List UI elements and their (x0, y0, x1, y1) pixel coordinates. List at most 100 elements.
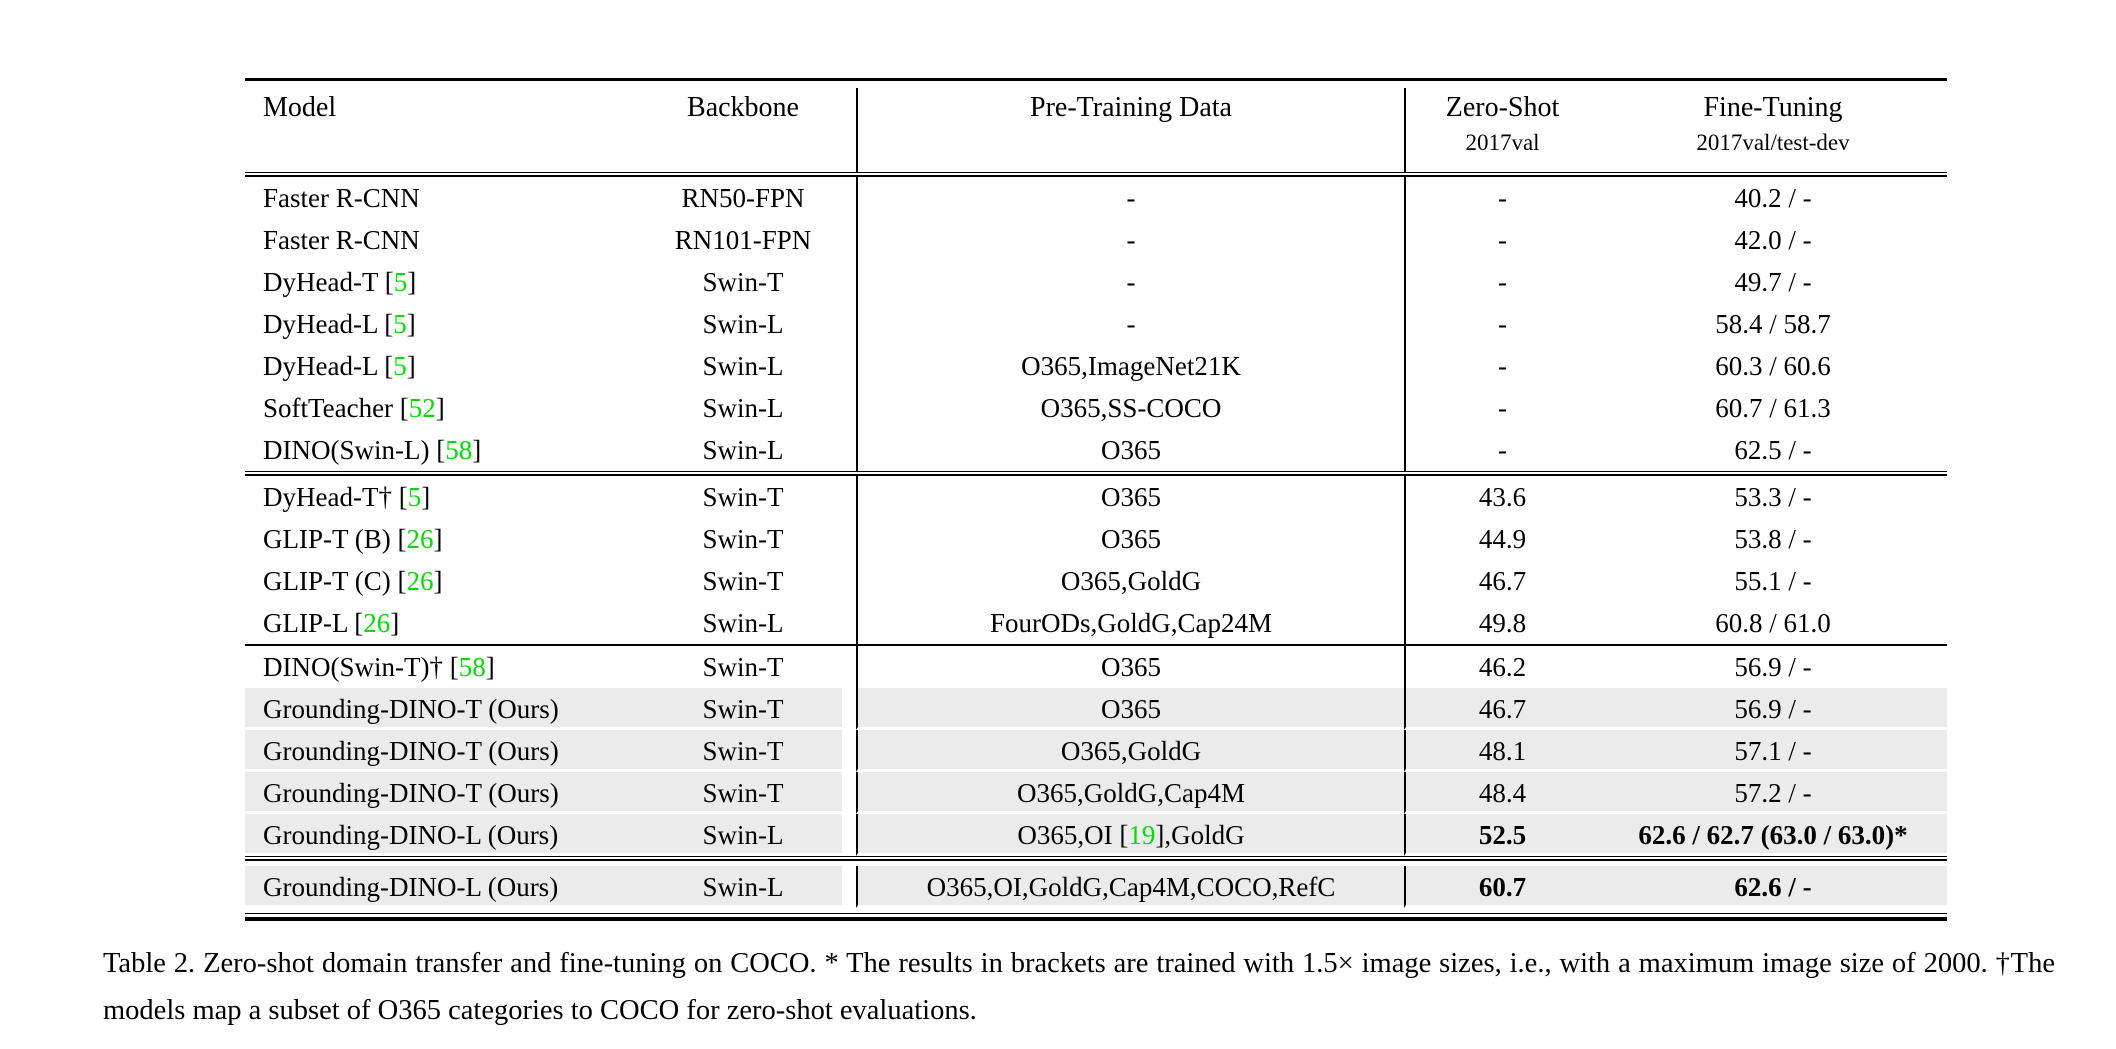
model-cell: Grounding-DINO-T (Ours) (245, 772, 630, 814)
pretraining-data-cell: - (856, 219, 1404, 261)
model-cell: Grounding-DINO-L (Ours) (245, 866, 630, 908)
model-cell: SoftTeacher [52] (245, 387, 630, 429)
pretraining-data-text: O365,OI,GoldG,Cap4M,COCO,RefC (926, 872, 1336, 902)
model-name: Grounding-DINO-T (Ours) (263, 778, 559, 808)
pretraining-data-cell: O365,GoldG (856, 560, 1404, 602)
model-name: GLIP-T (C) [ (263, 566, 407, 596)
zero-shot-value: - (1404, 219, 1599, 261)
pretraining-data-cell: O365,ImageNet21K (856, 345, 1404, 387)
model-cell: DyHead-L [5] (245, 345, 630, 387)
column-header-model: Model (245, 88, 630, 172)
citation-number: 52 (408, 393, 436, 423)
fine-tuning-value: 58.4 / 58.7 (1715, 309, 1831, 339)
backbone-cell: Swin-T (702, 652, 784, 682)
model-cell: GLIP-L [26] (245, 602, 630, 644)
model-cell: GLIP-T (C) [26] (245, 560, 630, 602)
citation-number: 26 (406, 566, 434, 596)
backbone-cell: Swin-L (702, 351, 784, 381)
pretraining-data-text: FourODs,GoldG,Cap24M (989, 608, 1272, 638)
pretraining-data-cell: O365,GoldG,Cap4M (856, 772, 1404, 814)
zero-shot-value: - (1404, 177, 1599, 219)
table-row: Faster R-CNN RN50-FPN - - 40.2 / - (245, 177, 1947, 219)
model-cell: Grounding-DINO-L (Ours) (245, 814, 630, 856)
pretraining-data-text: O365,SS-COCO (1040, 393, 1222, 423)
zero-shot-value: 46.7 (1404, 688, 1599, 730)
table-top-rule (245, 78, 1947, 81)
citation-number: 5 (393, 351, 407, 381)
table-caption: Table 2. Zero-shot domain transfer and f… (103, 948, 2055, 1026)
fine-tuning-value: 60.7 / 61.3 (1715, 393, 1831, 423)
table-row: DyHead-T† [5] Swin-T O365 43.6 53.3 / - (245, 476, 1947, 518)
table-row: Grounding-DINO-T (Ours) Swin-T O365 46.7… (245, 688, 1947, 730)
backbone-cell: Swin-T (702, 482, 784, 512)
pretraining-data-text: O365 (1101, 524, 1161, 554)
backbone-cell: Swin-L (702, 393, 784, 423)
table-row: Grounding-DINO-L (Ours) Swin-L O365,OI [… (245, 814, 1947, 856)
zero-shot-label: Zero-Shot (1445, 92, 1560, 123)
backbone-cell: Swin-L (702, 309, 784, 339)
citation-number: 58 (458, 652, 486, 682)
column-header-fine-tuning: Fine-Tuning 2017val/test-dev (1599, 88, 1947, 172)
table-row: DINO(Swin-T)† [58] Swin-T O365 46.2 56.9… (245, 646, 1947, 688)
backbone-cell: Swin-L (630, 814, 856, 856)
citation-close-bracket: ] (421, 482, 431, 512)
model-cell: Grounding-DINO-T (Ours) (245, 688, 630, 730)
model-cell: DINO(Swin-L) [58] (245, 429, 630, 471)
fine-tuning-value: 62.6 / - (1599, 866, 1947, 908)
pretraining-data-text: - (1126, 183, 1136, 213)
model-name: Faster R-CNN (263, 225, 420, 255)
table-row: Grounding-DINO-L (Ours) Swin-L O365,OI,G… (245, 866, 1947, 908)
zero-shot-value: 46.2 (1404, 646, 1599, 688)
backbone-cell: Swin-T (630, 730, 856, 772)
zero-shot-value: - (1404, 387, 1599, 429)
pretraining-data-text: - (1126, 267, 1136, 297)
fine-tuning-value: 42.0 / - (1734, 225, 1812, 255)
zero-shot-value: - (1404, 345, 1599, 387)
backbone-cell: RN50-FPN (681, 183, 805, 213)
zero-shot-value: - (1404, 303, 1599, 345)
pretraining-data-cell: O365 (856, 476, 1404, 518)
citation-close-bracket: ] (406, 351, 416, 381)
results-table: Model Backbone Pre-Training Data Zero-Sh… (245, 78, 1947, 921)
fine-tuning-value: 40.2 / - (1734, 183, 1812, 213)
table-row: Grounding-DINO-T (Ours) Swin-T O365,Gold… (245, 772, 1947, 814)
citation-number: 58 (445, 435, 473, 465)
zero-shot-value: 46.7 (1404, 560, 1599, 602)
header-divider-rule (245, 172, 1947, 177)
citation-number: 5 (407, 482, 422, 512)
pretraining-data-cell: - (856, 261, 1404, 303)
group-divider-rule (245, 856, 1947, 861)
fine-tuning-value: 60.8 / 61.0 (1715, 608, 1831, 638)
model-name: Grounding-DINO-L (Ours) (263, 872, 559, 902)
group-divider-rule (245, 644, 1947, 646)
zero-shot-sublabel: 2017val (1465, 130, 1540, 155)
zero-shot-value: 48.1 (1404, 730, 1599, 772)
backbone-cell: Swin-L (702, 435, 784, 465)
zero-shot-value: - (1404, 261, 1599, 303)
model-cell: DyHead-T† [5] (245, 476, 630, 518)
backbone-cell: RN101-FPN (674, 225, 812, 255)
backbone-cell: Swin-T (630, 688, 856, 730)
model-name: DyHead-L [ (263, 309, 394, 339)
model-name: DINO(Swin-T)† [ (263, 652, 459, 682)
table-row: GLIP-T (B) [26] Swin-T O365 44.9 53.8 / … (245, 518, 1947, 560)
table-row: Faster R-CNN RN101-FPN - - 42.0 / - (245, 219, 1947, 261)
zero-shot-value: 48.4 (1404, 772, 1599, 814)
model-name: DyHead-T [ (263, 267, 394, 297)
table-row: DyHead-T [5] Swin-T - - 49.7 / - (245, 261, 1947, 303)
backbone-cell: Swin-T (702, 524, 784, 554)
citation-close-bracket: ] (472, 435, 482, 465)
column-header-model-label: Model (263, 92, 337, 123)
pretraining-data-text: O365,GoldG (1060, 736, 1202, 766)
table-row: SoftTeacher [52] Swin-L O365,SS-COCO - 6… (245, 387, 1947, 429)
backbone-cell: Swin-L (630, 866, 856, 908)
model-cell: GLIP-T (B) [26] (245, 518, 630, 560)
table-bottom-rule (245, 913, 1947, 921)
citation-close-bracket: ] (407, 267, 417, 297)
pretraining-data-text: O365,OI [ (1017, 820, 1129, 850)
model-name: DINO(Swin-L) [ (263, 435, 446, 465)
pretraining-data-text: O365,ImageNet21K (1021, 351, 1241, 381)
zero-shot-value: 52.5 (1404, 814, 1599, 856)
table-row: DyHead-L [5] Swin-L - - 58.4 / 58.7 (245, 303, 1947, 345)
pretraining-data-cell: O365 (856, 429, 1404, 471)
